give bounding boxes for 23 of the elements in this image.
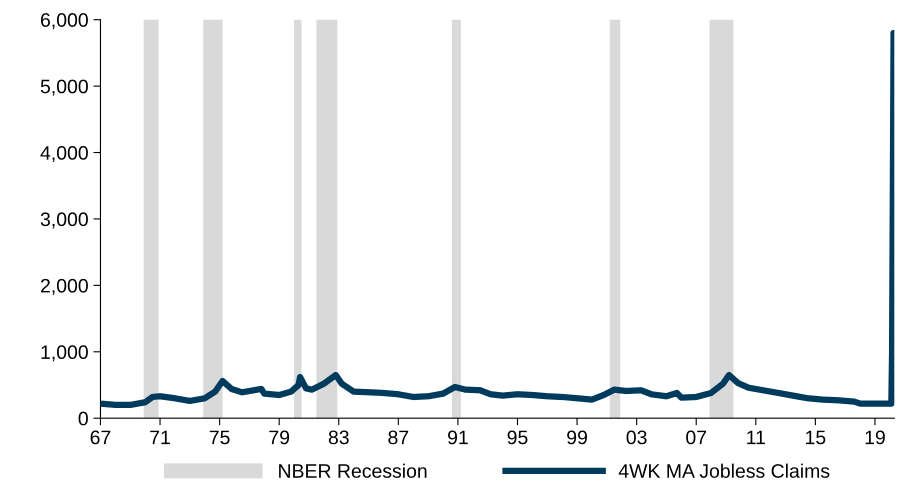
x-tick-label: 99 bbox=[567, 430, 587, 444]
y-tick-label: 1,000 bbox=[41, 345, 88, 362]
x-tick-label: 67 bbox=[90, 430, 110, 444]
y-tick-label: 3,000 bbox=[40, 212, 88, 228]
y-tick-label: 5,000 bbox=[40, 80, 88, 96]
x-tick-label: 19 bbox=[866, 430, 885, 444]
x-tick-label: 11 bbox=[747, 430, 765, 444]
x-tick-label: 87 bbox=[388, 430, 408, 444]
y-tick-label: 6,000 bbox=[40, 13, 88, 30]
x-tick-label: 79 bbox=[269, 430, 290, 444]
y-tick-label: 2,000 bbox=[40, 278, 88, 295]
x-tick-label: 71 bbox=[150, 430, 170, 444]
legend-label: 4WK MA Jobless Claims bbox=[618, 464, 830, 478]
x-tick-label: 03 bbox=[626, 430, 647, 444]
x-tick-label: 75 bbox=[210, 430, 230, 444]
y-tick-label: 4,000 bbox=[40, 146, 88, 162]
x-tick-label: 15 bbox=[806, 430, 826, 444]
x-tick-label: 91 bbox=[448, 430, 468, 444]
legend-label: NBER Recession bbox=[279, 464, 426, 478]
x-tick-label: 83 bbox=[328, 430, 349, 444]
y-tick-label: 0 bbox=[78, 412, 88, 426]
x-tick-label: 07 bbox=[686, 430, 706, 444]
x-tick-label: 95 bbox=[508, 430, 528, 444]
